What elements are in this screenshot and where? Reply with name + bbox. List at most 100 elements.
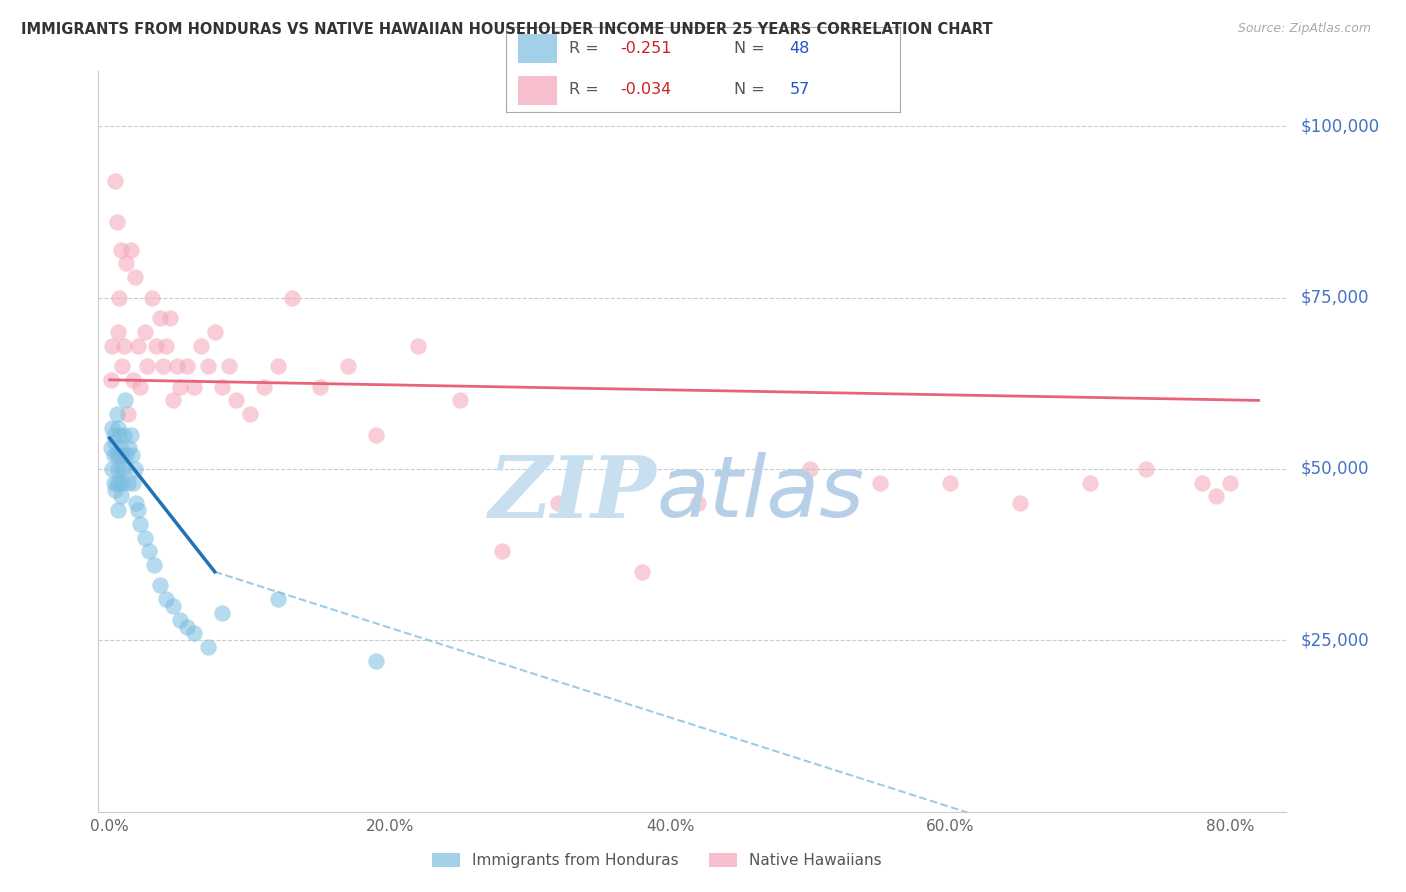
Point [176, 359, 198, 373]
Point [129, 516, 152, 531]
Point [364, 654, 387, 668]
Point [143, 558, 166, 572]
Text: atlas: atlas [657, 452, 865, 535]
Point [110, 243, 132, 257]
Point [162, 599, 184, 613]
Point [100, 442, 122, 456]
Point [169, 380, 191, 394]
Point [1219, 475, 1241, 490]
Point [631, 565, 654, 579]
Point [110, 462, 132, 476]
Point [120, 243, 142, 257]
Point [225, 393, 247, 408]
Point [112, 427, 135, 442]
Point [138, 544, 160, 558]
Point [118, 442, 141, 456]
Point [111, 475, 134, 490]
Text: R =: R = [569, 41, 605, 56]
Point [364, 427, 387, 442]
Point [155, 338, 177, 352]
Point [103, 448, 125, 462]
Point [149, 578, 172, 592]
Point [100, 373, 122, 387]
Text: $25,000: $25,000 [1301, 632, 1369, 649]
Point [117, 475, 139, 490]
Point [1205, 489, 1227, 503]
Point [491, 544, 513, 558]
Bar [517, 35, 557, 63]
Point [122, 475, 145, 490]
Point [114, 393, 136, 408]
Text: $100,000: $100,000 [1301, 117, 1379, 136]
Text: N =: N = [734, 41, 770, 56]
Point [308, 380, 330, 394]
Point [1191, 475, 1213, 490]
Text: -0.251: -0.251 [620, 41, 672, 56]
Text: -0.034: -0.034 [620, 82, 672, 97]
Point [125, 496, 148, 510]
Point [115, 448, 138, 462]
Point [239, 407, 262, 421]
Point [107, 503, 129, 517]
Point [127, 338, 149, 352]
Point [103, 427, 125, 442]
Point [211, 380, 233, 394]
Point [103, 475, 125, 490]
Point [121, 448, 143, 462]
Point [218, 359, 240, 373]
Point [108, 291, 131, 305]
Point [117, 407, 139, 421]
Point [112, 338, 135, 352]
Text: ZIP: ZIP [489, 451, 657, 535]
Point [267, 592, 290, 607]
Point [111, 448, 134, 462]
Point [108, 427, 131, 442]
Point [939, 475, 962, 490]
Point [107, 462, 129, 476]
Point [108, 448, 131, 462]
Point [281, 291, 304, 305]
Point [108, 475, 131, 490]
Point [129, 380, 152, 394]
Point [166, 359, 188, 373]
Point [211, 606, 233, 620]
Point [1135, 462, 1157, 476]
Point [110, 442, 132, 456]
Point [197, 359, 219, 373]
Point [104, 434, 127, 449]
Point [869, 475, 891, 490]
Point [124, 462, 146, 476]
Point [105, 407, 128, 421]
Point [141, 291, 163, 305]
Point [136, 359, 159, 373]
Text: R =: R = [569, 82, 605, 97]
Point [176, 619, 198, 633]
Point [101, 421, 124, 435]
Point [197, 640, 219, 655]
Point [1010, 496, 1032, 510]
Point [105, 475, 128, 490]
Point [104, 483, 127, 497]
Point [124, 270, 146, 285]
Point [152, 359, 174, 373]
Point [104, 174, 127, 188]
Point [204, 325, 226, 339]
Point [159, 311, 181, 326]
Point [155, 592, 177, 607]
Point [120, 427, 142, 442]
Legend: Immigrants from Honduras, Native Hawaiians: Immigrants from Honduras, Native Hawaiia… [426, 847, 887, 874]
Point [406, 338, 429, 352]
Point [107, 325, 129, 339]
Point [112, 462, 135, 476]
Point [101, 338, 124, 352]
Text: Source: ZipAtlas.com: Source: ZipAtlas.com [1237, 22, 1371, 36]
Text: $75,000: $75,000 [1301, 289, 1369, 307]
Point [169, 613, 191, 627]
Point [105, 448, 128, 462]
Point [107, 421, 129, 435]
Text: IMMIGRANTS FROM HONDURAS VS NATIVE HAWAIIAN HOUSEHOLDER INCOME UNDER 25 YEARS CO: IMMIGRANTS FROM HONDURAS VS NATIVE HAWAI… [21, 22, 993, 37]
Point [162, 393, 184, 408]
Point [111, 359, 134, 373]
Point [105, 215, 128, 229]
Point [547, 496, 569, 510]
